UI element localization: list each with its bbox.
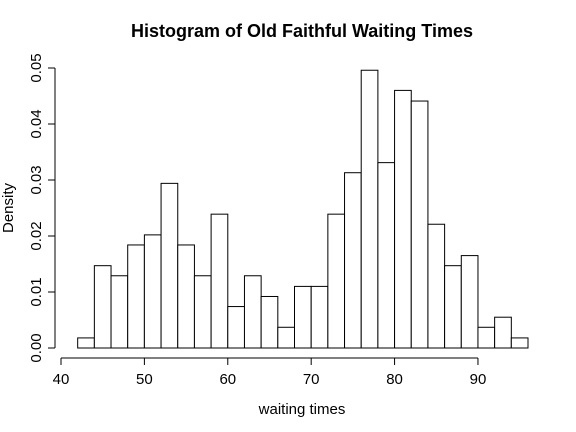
x-tick-label-3: 70 — [303, 371, 320, 388]
histogram-bar-1 — [93, 265, 112, 349]
histogram-bar-5 — [160, 182, 179, 349]
histogram-bar-20 — [410, 100, 429, 349]
chart-title: Histogram of Old Faithful Waiting Times — [131, 21, 473, 41]
histogram-bars — [77, 69, 529, 349]
y-tick-label-0: 0.00 — [28, 333, 45, 362]
y-tick-label-1: 0.01 — [28, 277, 45, 306]
histogram-bar-10 — [243, 275, 262, 349]
histogram-bar-0 — [77, 337, 95, 349]
y-tick-label-3: 0.03 — [28, 165, 45, 194]
histogram-bar-25 — [494, 316, 512, 349]
histogram-bar-8 — [210, 213, 229, 349]
histogram-bar-21 — [427, 223, 446, 349]
histogram-bar-18 — [377, 162, 396, 349]
x-tick-label-4: 80 — [386, 371, 403, 388]
y-axis: 0.00 0.01 0.02 0.03 0.04 0.05 — [28, 53, 56, 363]
histogram-bar-17 — [360, 69, 379, 349]
histogram-bar-22 — [444, 265, 462, 349]
histogram-bar-4 — [143, 234, 162, 349]
x-axis: 40 50 60 70 80 90 — [53, 357, 487, 388]
y-tick-label-2: 0.02 — [28, 221, 45, 250]
histogram-bar-11 — [260, 295, 279, 349]
histogram-bar-26 — [510, 337, 529, 349]
histogram-bar-2 — [110, 275, 129, 349]
x-tick-label-1: 50 — [136, 371, 153, 388]
histogram-bar-19 — [394, 89, 412, 349]
histogram-bar-9 — [227, 306, 245, 349]
x-tick-label-2: 60 — [219, 371, 236, 388]
x-tick-label-5: 90 — [470, 371, 487, 388]
histogram-bar-16 — [344, 172, 362, 349]
x-tick-label-0: 40 — [53, 371, 70, 388]
histogram-bar-7 — [193, 275, 212, 349]
histogram-bar-6 — [177, 244, 195, 349]
histogram-bar-3 — [127, 244, 145, 349]
histogram-bar-24 — [477, 326, 496, 349]
histogram-bar-15 — [327, 213, 346, 349]
y-tick-label-5: 0.05 — [28, 53, 45, 82]
x-axis-label: waiting times — [258, 401, 346, 418]
y-axis-label: Density — [0, 182, 17, 233]
histogram-bar-23 — [460, 255, 479, 349]
histogram-bar-13 — [294, 285, 312, 349]
histogram-bar-14 — [310, 285, 329, 349]
y-tick-label-4: 0.04 — [28, 109, 45, 138]
histogram-bar-12 — [277, 326, 296, 349]
